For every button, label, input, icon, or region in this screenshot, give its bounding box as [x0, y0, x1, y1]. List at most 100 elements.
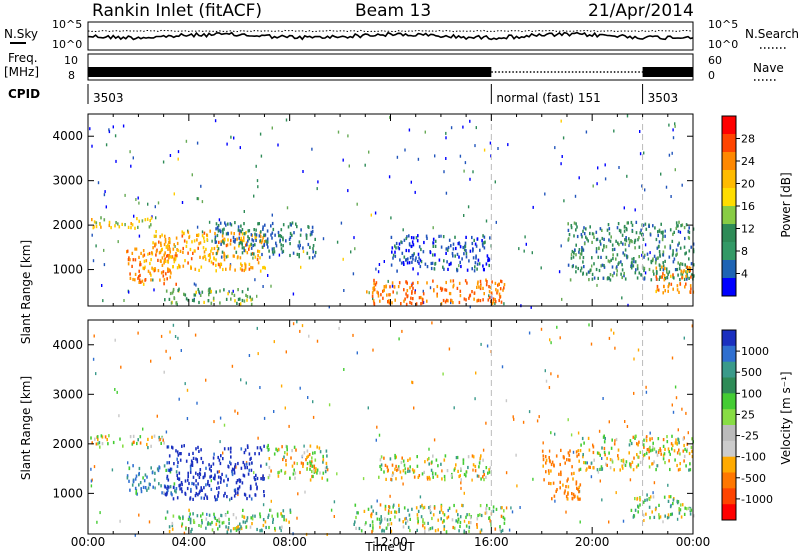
data-cell — [648, 267, 651, 272]
data-cell — [268, 249, 270, 253]
scatter-cell — [178, 397, 180, 401]
data-cell — [655, 270, 658, 274]
data-cell — [565, 494, 568, 499]
data-cell — [223, 258, 226, 262]
data-cell — [231, 467, 234, 471]
data-cell — [662, 453, 665, 457]
data-cell — [238, 244, 240, 248]
data-cell — [246, 519, 248, 523]
scatter-cell — [142, 427, 144, 431]
data-cell — [676, 284, 679, 288]
scatter-cell — [671, 151, 673, 155]
scatter-cell — [453, 406, 455, 410]
scatter-cell — [173, 192, 175, 196]
scatter-cell — [197, 197, 200, 201]
data-cell — [206, 238, 208, 242]
data-cell — [432, 513, 435, 517]
data-cell — [277, 471, 279, 475]
data-cell — [201, 521, 203, 525]
scatter-cell — [128, 290, 130, 294]
data-cell — [158, 435, 160, 440]
data-cell — [461, 503, 463, 507]
data-cell — [489, 236, 491, 240]
data-cell — [184, 259, 186, 263]
data-cell — [658, 240, 661, 244]
data-cell — [570, 226, 573, 230]
data-cell — [399, 258, 401, 262]
scatter-cell — [285, 118, 288, 122]
data-cell — [404, 471, 407, 475]
data-cell — [305, 234, 308, 238]
data-cell — [671, 512, 673, 516]
data-cell — [231, 469, 233, 473]
scatter-cell — [554, 432, 556, 436]
scatter-cell — [463, 519, 466, 523]
data-cell — [670, 512, 672, 517]
data-cell — [632, 264, 635, 268]
data-cell — [189, 470, 192, 474]
data-cell — [353, 522, 355, 526]
data-cell — [673, 257, 676, 261]
data-cell — [238, 527, 241, 531]
data-cell — [171, 493, 173, 497]
data-cell — [567, 451, 570, 455]
data-cell — [222, 457, 224, 461]
data-cell — [185, 459, 188, 463]
data-cell — [612, 257, 614, 261]
data-cell — [239, 297, 241, 301]
data-cell — [378, 517, 381, 521]
data-cell — [159, 250, 162, 254]
data-cell — [416, 464, 419, 468]
data-cell — [551, 460, 554, 464]
data-cell — [394, 510, 396, 514]
data-cell — [416, 513, 419, 517]
data-cell — [559, 462, 561, 467]
data-cell — [355, 515, 357, 520]
power-colorbar-swatch — [722, 188, 736, 207]
scatter-cell — [253, 471, 255, 475]
data-cell — [212, 298, 215, 302]
data-cell — [642, 223, 645, 227]
data-cell — [196, 460, 199, 464]
data-cell — [355, 526, 357, 530]
data-cell — [410, 296, 412, 300]
data-cell — [643, 268, 645, 273]
data-cell — [241, 298, 244, 303]
data-cell — [224, 491, 226, 495]
data-cell — [187, 478, 189, 482]
data-cell — [266, 445, 269, 449]
data-cell — [663, 274, 666, 278]
data-cell — [173, 482, 176, 486]
data-cell — [258, 250, 261, 254]
data-cell — [207, 253, 210, 257]
data-cell — [410, 236, 413, 240]
scatter-cell — [316, 187, 318, 191]
scatter-cell — [474, 397, 476, 401]
data-cell — [600, 264, 602, 268]
data-cell — [293, 445, 296, 449]
scatter-cell — [651, 437, 653, 441]
data-cell — [655, 289, 657, 294]
scatter-cell — [277, 143, 279, 147]
data-cell — [290, 223, 292, 227]
data-cell — [471, 235, 473, 240]
data-cell — [581, 436, 584, 441]
data-cell — [285, 239, 287, 243]
data-cell — [242, 473, 245, 477]
data-cell — [669, 246, 672, 250]
scatter-cell — [585, 130, 588, 134]
scatter-cell — [503, 302, 505, 306]
data-cell — [254, 452, 256, 456]
scatter-cell — [518, 247, 520, 251]
data-cell — [166, 474, 169, 478]
data-cell — [197, 445, 199, 449]
data-cell — [431, 516, 433, 521]
freq-trace — [88, 67, 693, 77]
data-cell — [396, 269, 398, 273]
data-cell — [234, 268, 236, 272]
data-cell — [268, 525, 270, 530]
data-cell — [405, 236, 408, 241]
data-cell — [474, 469, 477, 473]
data-cell — [243, 492, 246, 496]
scatter-cell — [254, 278, 256, 282]
